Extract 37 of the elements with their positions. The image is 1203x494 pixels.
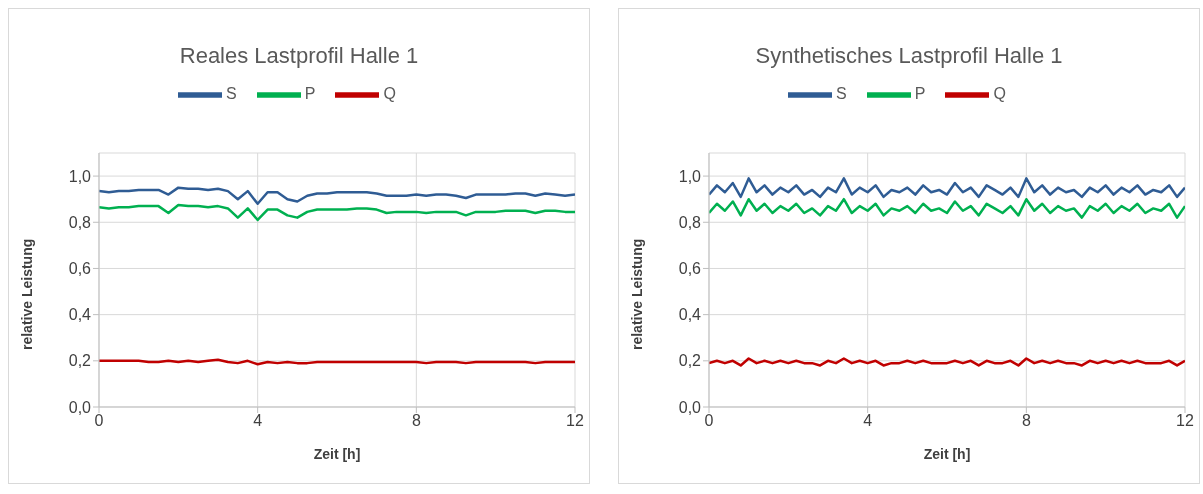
chart-title: Synthetisches Lastprofil Halle 1 [754, 43, 1064, 70]
y-tick-label: 0,4 [678, 306, 702, 324]
y-tick-label: 0,2 [678, 352, 702, 370]
x-axis-title: Zeit [h] [923, 446, 971, 462]
x-tick-label: 4 [863, 412, 873, 430]
y-axis-title: relative Leistung [628, 238, 645, 350]
chart-title: Reales Lastprofil Halle 1 [178, 43, 420, 70]
y-tick-label: 0,8 [68, 213, 92, 231]
legend-label: S [836, 85, 847, 103]
legend-label: P [304, 85, 316, 103]
legend-label: P [914, 85, 926, 103]
line-series [99, 203, 575, 222]
legend-label: Q [383, 85, 396, 103]
x-tick-label: 4 [253, 412, 263, 430]
x-tick-label: 0 [704, 412, 714, 430]
y-tick-label: 1,0 [678, 167, 702, 185]
line-series [709, 197, 1185, 219]
x-tick-label: 12 [566, 412, 584, 430]
y-tick-label: 0,6 [678, 260, 702, 278]
x-tick-label: 0 [94, 412, 104, 430]
y-tick-label: 0,8 [678, 213, 702, 231]
line-series [99, 186, 575, 206]
y-tick-label: 0,4 [68, 306, 92, 324]
legend-label: Q [993, 85, 1006, 103]
x-axis-title: Zeit [h] [313, 446, 361, 462]
x-tick-label: 8 [411, 412, 421, 430]
line-series [709, 177, 1185, 199]
line-series [709, 357, 1185, 367]
x-tick-label: 12 [1176, 412, 1194, 430]
legend-label: S [226, 85, 237, 103]
y-tick-label: 0,0 [68, 398, 92, 416]
y-axis-title: relative Leistung [18, 238, 35, 350]
y-tick-label: 1,0 [68, 167, 92, 185]
x-tick-label: 8 [1021, 412, 1031, 430]
y-tick-label: 0,0 [678, 398, 702, 416]
y-tick-label: 0,6 [68, 260, 92, 278]
y-tick-label: 0,2 [68, 352, 92, 370]
